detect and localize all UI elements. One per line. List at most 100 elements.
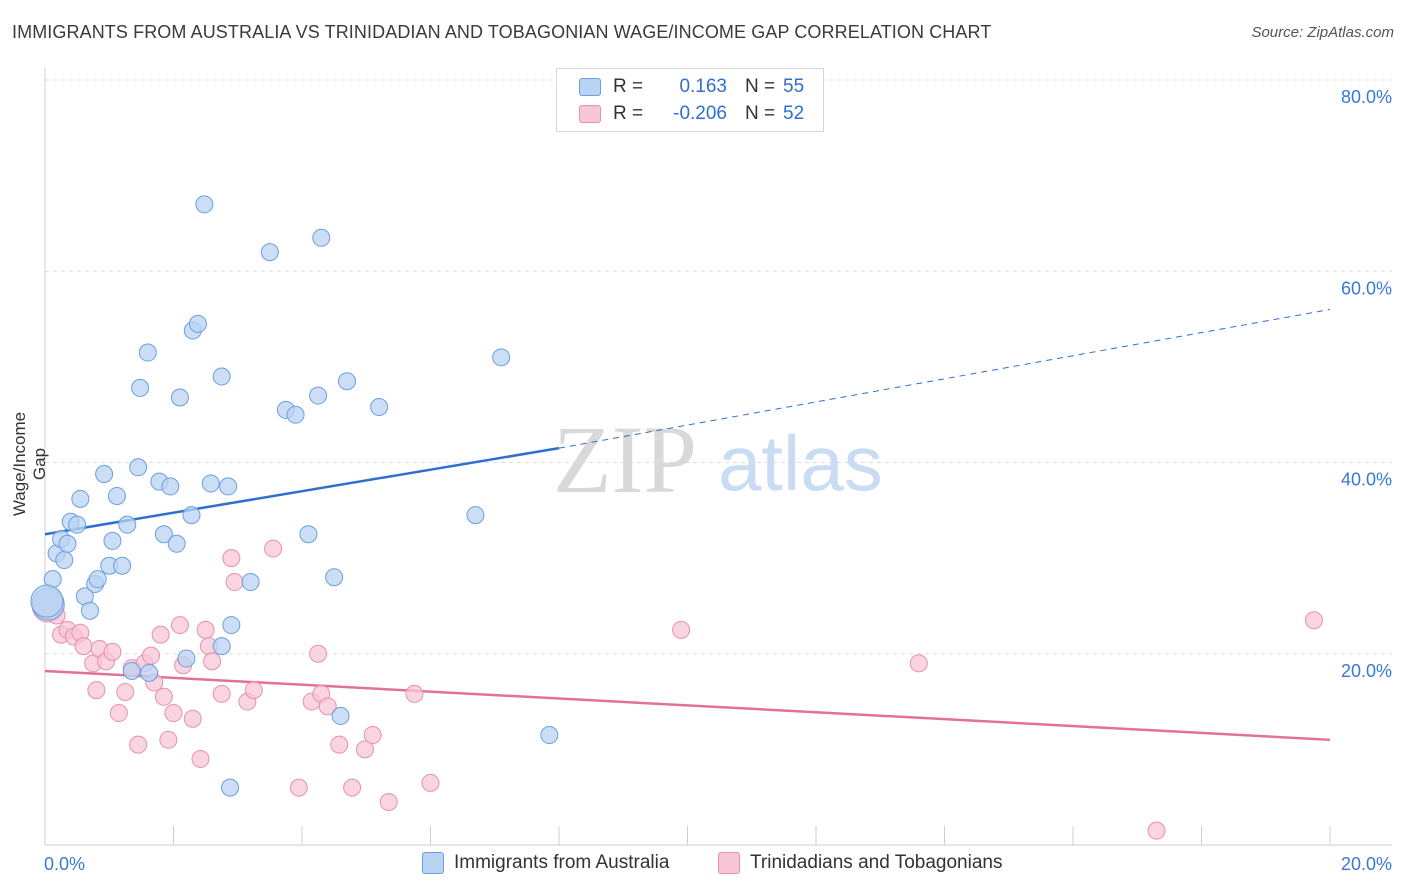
point-australia — [219, 477, 238, 496]
point-trinidad — [225, 573, 244, 592]
point-australia — [118, 515, 137, 534]
tick-labels: 20.0% 40.0% 60.0% 80.0% 0.0% 20.0% — [44, 87, 1392, 874]
x-tick-label: 20.0% — [1341, 854, 1392, 874]
point-trinidad — [1147, 821, 1166, 840]
point-australia — [140, 663, 159, 682]
point-trinidad — [142, 646, 161, 665]
grid-lines — [45, 79, 1392, 655]
point-trinidad — [164, 704, 183, 723]
point-australia — [71, 489, 90, 508]
y-tick-label: 80.0% — [1341, 87, 1392, 107]
point-australia — [201, 474, 220, 493]
point-trinidad — [212, 684, 231, 703]
point-australia — [95, 464, 114, 483]
point-australia — [212, 367, 231, 386]
legend-label-australia: Immigrants from Australia — [454, 852, 670, 873]
point-australia — [103, 531, 122, 550]
legend-item-trinidad[interactable]: Trinidadians and Tobagonians — [718, 852, 1002, 874]
y-tick-label: 60.0% — [1341, 278, 1392, 298]
source-label: Source: ZipAtlas.com — [1251, 24, 1394, 41]
data-points — [30, 195, 1323, 840]
chart-title: IMMIGRANTS FROM AUSTRALIA VS TRINIDADIAN… — [12, 22, 992, 42]
point-australia — [331, 706, 350, 725]
point-trinidad — [244, 681, 263, 700]
point-australia — [325, 568, 344, 587]
point-trinidad — [170, 616, 189, 635]
point-australia — [222, 616, 241, 635]
legend-n-label: N = — [745, 103, 776, 124]
point-trinidad — [405, 684, 424, 703]
trend-line-trinidad — [44, 669, 1331, 742]
legend-r-label: R = — [613, 103, 644, 124]
point-australia — [129, 458, 148, 477]
point-australia — [30, 584, 64, 618]
legend-n-label: N = — [745, 76, 776, 97]
point-australia — [299, 525, 318, 544]
point-trinidad — [203, 652, 222, 671]
x-tick-label: 0.0% — [44, 854, 85, 874]
axes — [44, 68, 1392, 846]
trend-line-australia-projection — [558, 309, 1331, 449]
point-australia — [55, 551, 74, 570]
point-australia — [131, 378, 150, 397]
point-australia — [107, 486, 126, 505]
point-australia — [58, 534, 77, 553]
point-australia — [122, 661, 141, 680]
legend-swatch-blue — [422, 852, 444, 874]
point-trinidad — [87, 681, 106, 700]
legend-row-trinidad: R = -0.206 N = 52 — [579, 102, 804, 126]
point-trinidad — [318, 697, 337, 716]
point-trinidad — [289, 778, 308, 797]
point-trinidad — [1304, 611, 1323, 630]
legend-r-value: 0.163 — [679, 76, 727, 97]
point-australia — [286, 405, 305, 424]
point-trinidad — [421, 773, 440, 792]
legend-n-value: 52 — [783, 103, 805, 124]
point-trinidad — [151, 625, 170, 644]
point-trinidad — [116, 683, 135, 701]
point-trinidad — [103, 642, 122, 661]
point-trinidad — [309, 644, 328, 663]
point-trinidad — [109, 704, 128, 723]
legend-item-australia[interactable]: Immigrants from Australia — [422, 852, 669, 874]
point-trinidad — [330, 735, 349, 754]
point-australia — [195, 195, 214, 214]
point-trinidad — [74, 637, 93, 656]
point-australia — [492, 348, 511, 367]
point-australia — [182, 506, 201, 525]
watermark-atlas: atlas — [718, 419, 883, 507]
point-australia — [260, 243, 279, 262]
point-australia — [68, 515, 87, 534]
point-trinidad — [379, 792, 398, 811]
point-trinidad — [154, 687, 173, 706]
point-australia — [113, 556, 132, 575]
point-trinidad — [183, 709, 202, 728]
trend-lines — [44, 309, 1331, 742]
y-tick-label: 40.0% — [1341, 470, 1392, 490]
point-trinidad — [222, 549, 241, 568]
legend-label-trinidad: Trinidadians and Tobagonians — [750, 852, 1003, 873]
point-australia — [312, 228, 331, 247]
point-australia — [161, 477, 180, 496]
point-australia — [221, 778, 240, 797]
correlation-legend: R = 0.163 N = 55 R = -0.206 N = 52 — [556, 68, 824, 132]
point-australia — [309, 386, 328, 405]
point-australia — [466, 506, 485, 525]
point-australia — [170, 388, 189, 407]
point-trinidad — [343, 778, 362, 797]
point-australia — [167, 534, 186, 553]
legend-r-value: -0.206 — [673, 103, 727, 124]
watermark-zip: ZIP — [553, 406, 697, 513]
point-australia — [212, 637, 231, 656]
point-trinidad — [129, 735, 148, 754]
legend-row-australia: R = 0.163 N = 55 — [579, 75, 804, 99]
point-australia — [540, 726, 559, 745]
watermark: ZIP atlas — [553, 406, 883, 513]
series-legend: Immigrants from Australia Trinidadians a… — [0, 852, 1406, 878]
point-trinidad — [191, 749, 210, 768]
point-australia — [80, 601, 99, 620]
legend-r-label: R = — [613, 76, 644, 97]
point-australia — [241, 573, 260, 592]
point-australia — [188, 314, 207, 333]
